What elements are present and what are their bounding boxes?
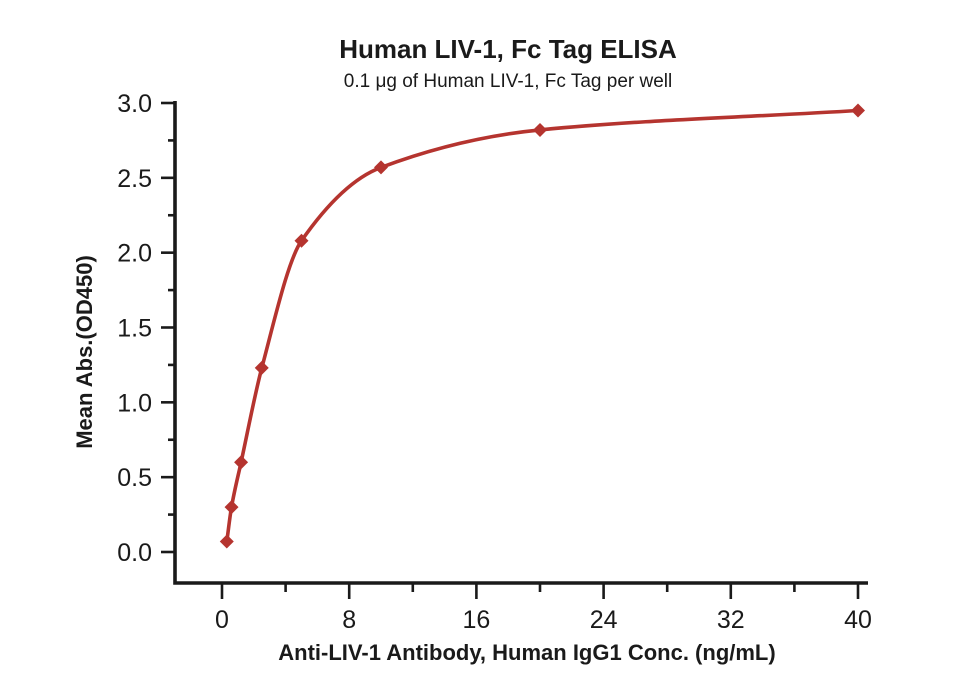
data-point-marker bbox=[219, 534, 234, 549]
chart-subtitle: 0.1 μg of Human LIV-1, Fc Tag per well bbox=[344, 71, 672, 92]
x-tick-label: 8 bbox=[342, 606, 356, 634]
data-point-marker bbox=[851, 103, 865, 118]
axes-frame bbox=[173, 101, 868, 585]
y-axis-label: Mean Abs.(OD450) bbox=[72, 255, 97, 449]
axis-spines bbox=[173, 101, 868, 585]
tick-labels: 0 8 16 24 32 40 0.0 0.5 1.0 1.5 2.0 2.5 3.0 bbox=[117, 90, 872, 634]
x-axis-label: Anti-LIV-1 Antibody, Human IgG1 Conc. (n… bbox=[278, 640, 775, 665]
y-tick-label: 3.0 bbox=[117, 90, 152, 118]
y-tick-label: 2.5 bbox=[117, 165, 152, 193]
data-point-marker bbox=[294, 233, 309, 248]
data-point-marker bbox=[533, 122, 547, 137]
data-point-marker bbox=[234, 455, 249, 470]
y-tick-label: 1.5 bbox=[117, 315, 152, 343]
x-tick-label: 24 bbox=[590, 606, 618, 634]
data-point-marker bbox=[224, 500, 239, 515]
data-point-marker bbox=[254, 360, 269, 375]
x-tick-label: 16 bbox=[462, 606, 490, 634]
y-tick-label: 1.0 bbox=[117, 389, 152, 417]
fit-curve bbox=[225, 108, 860, 544]
y-tick-label: 0.5 bbox=[117, 464, 152, 492]
chart-title: Human LIV-1, Fc Tag ELISA bbox=[339, 34, 677, 64]
x-tick-label: 40 bbox=[844, 606, 872, 634]
y-tick-label: 2.0 bbox=[117, 240, 152, 268]
y-tick-label: 0.0 bbox=[117, 539, 152, 567]
x-tick-label: 32 bbox=[717, 606, 745, 634]
data-point-marker bbox=[374, 160, 388, 175]
axis-ticks bbox=[161, 101, 860, 599]
data-series bbox=[219, 103, 865, 549]
x-tick-label: 0 bbox=[215, 606, 229, 634]
